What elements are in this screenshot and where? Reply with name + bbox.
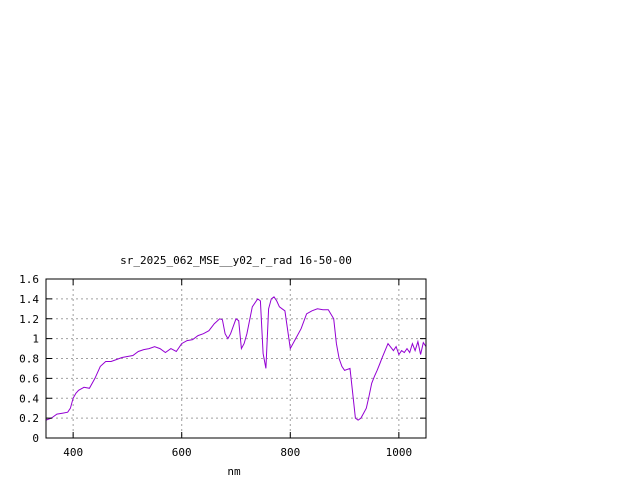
y-tick-label: 0.2 [19,412,39,425]
series-line [45,296,427,421]
y-tick-label: 0.6 [19,372,39,385]
grid-lines [46,279,426,438]
y-tick-label: 1.6 [19,273,39,286]
y-tick-label: 0.8 [19,353,39,366]
y-tick-label: 1.4 [19,293,39,306]
y-tick-label: 1 [32,333,39,346]
x-tick-label: 600 [172,446,192,459]
series-layer [45,296,427,421]
y-tick-label: 1.2 [19,313,39,326]
y-tick-label: 0.4 [19,392,39,405]
x-tick-label: 1000 [386,446,413,459]
x-tick-label: 800 [280,446,300,459]
x-tick-label: 400 [63,446,83,459]
axis-ticks: 0 0.2 0.4 0.6 0.8 1 1.2 1.4 1.6 400 600 800 1000 [19,273,426,459]
x-axis-label: nm [227,465,241,478]
chart-title: sr_2025_062_MSE__y02_r_rad 16-50-00 [120,254,352,267]
y-tick-label: 0 [32,432,39,445]
